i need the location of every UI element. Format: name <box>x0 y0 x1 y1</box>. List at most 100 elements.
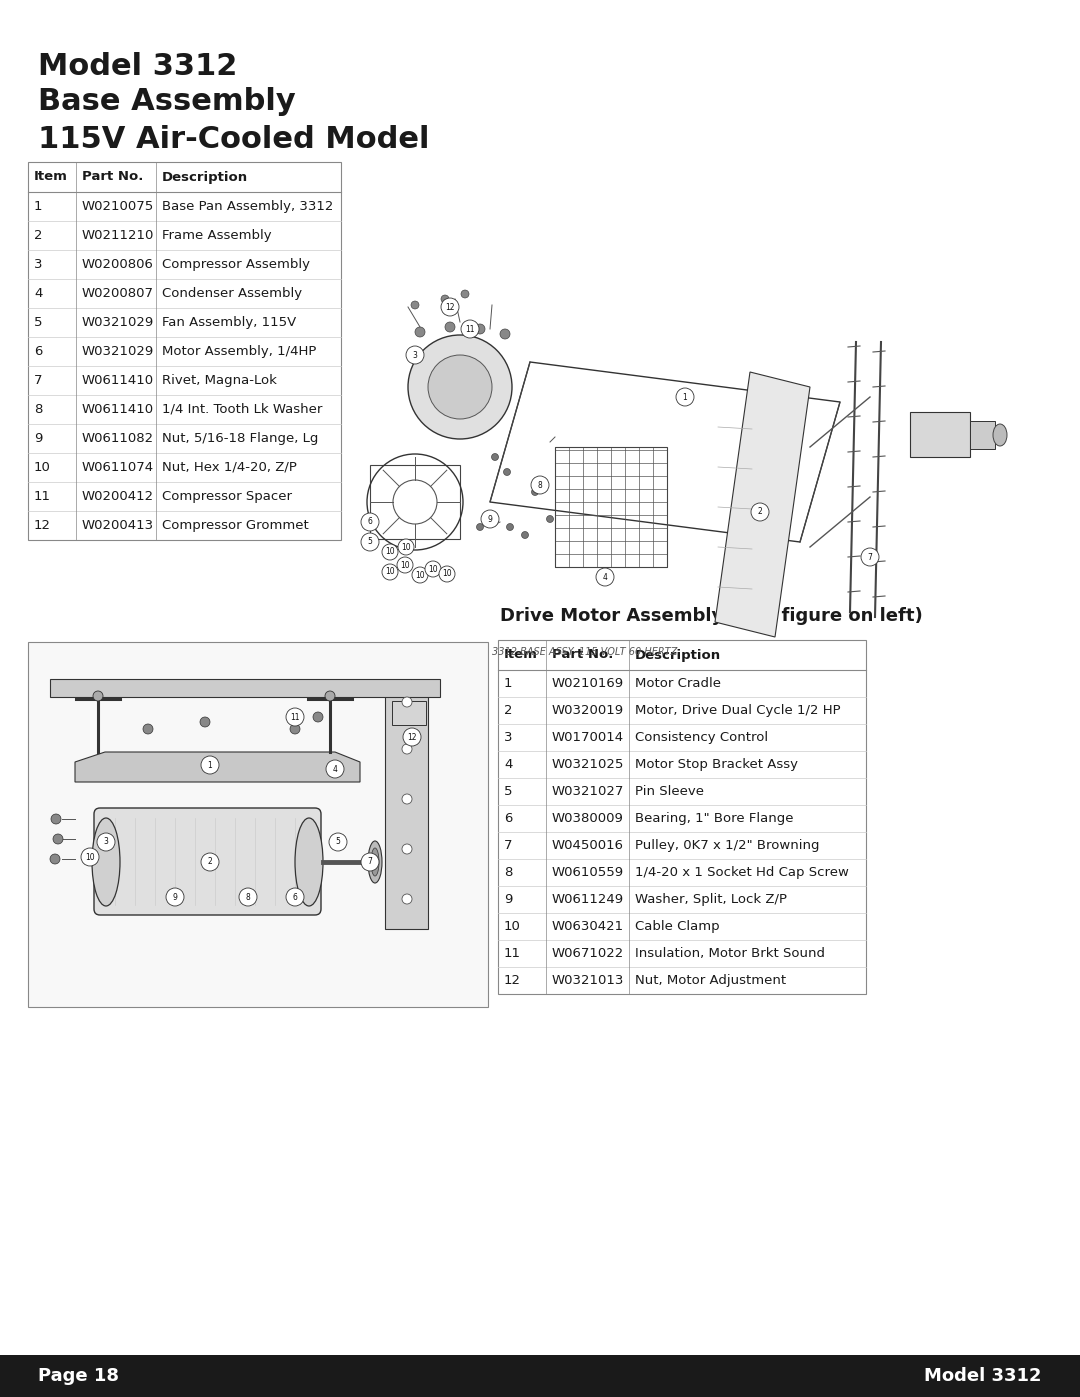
Text: 10: 10 <box>401 560 409 570</box>
Text: W0210075: W0210075 <box>82 200 154 212</box>
Circle shape <box>491 454 499 461</box>
Text: 3: 3 <box>104 837 108 847</box>
Bar <box>910 412 970 457</box>
Circle shape <box>503 468 511 475</box>
Text: 2: 2 <box>207 858 213 866</box>
Circle shape <box>476 524 484 531</box>
Ellipse shape <box>372 848 379 876</box>
Circle shape <box>751 503 769 521</box>
Text: W0170014: W0170014 <box>552 731 624 745</box>
Text: 1/4 Int. Tooth Lk Washer: 1/4 Int. Tooth Lk Washer <box>162 402 322 416</box>
Text: W0320019: W0320019 <box>552 704 624 717</box>
Circle shape <box>445 321 455 332</box>
Text: 1: 1 <box>683 393 687 401</box>
Circle shape <box>313 712 323 722</box>
Ellipse shape <box>368 841 382 883</box>
Text: Frame Assembly: Frame Assembly <box>162 229 272 242</box>
Text: 9: 9 <box>33 432 42 446</box>
Text: Compressor Assembly: Compressor Assembly <box>162 258 310 271</box>
Circle shape <box>438 566 455 583</box>
Text: 12: 12 <box>407 732 417 742</box>
Text: 1/4-20 x 1 Socket Hd Cap Screw: 1/4-20 x 1 Socket Hd Cap Screw <box>635 866 849 879</box>
Circle shape <box>382 564 399 580</box>
Circle shape <box>402 793 411 805</box>
Circle shape <box>461 320 480 338</box>
Circle shape <box>441 298 459 316</box>
Text: 4: 4 <box>333 764 337 774</box>
Text: 1: 1 <box>33 200 42 212</box>
Text: Motor Stop Bracket Assy: Motor Stop Bracket Assy <box>635 759 798 771</box>
Text: 3: 3 <box>504 731 513 745</box>
Text: 8: 8 <box>504 866 512 879</box>
Circle shape <box>97 833 114 851</box>
Text: 8: 8 <box>538 481 542 489</box>
Polygon shape <box>75 752 360 782</box>
Text: W0200807: W0200807 <box>82 286 154 300</box>
Text: 11: 11 <box>33 490 51 503</box>
Polygon shape <box>715 372 810 637</box>
Circle shape <box>361 854 379 870</box>
Text: W0630421: W0630421 <box>552 921 624 933</box>
Circle shape <box>426 562 441 577</box>
Circle shape <box>475 324 485 334</box>
Text: Item: Item <box>33 170 68 183</box>
Text: Part No.: Part No. <box>552 648 613 662</box>
Circle shape <box>500 330 510 339</box>
Text: 5: 5 <box>336 837 340 847</box>
Text: 5: 5 <box>33 316 42 330</box>
Text: W0611074: W0611074 <box>82 461 154 474</box>
Bar <box>50 679 440 697</box>
Text: Compressor Grommet: Compressor Grommet <box>162 520 309 532</box>
Circle shape <box>239 888 257 907</box>
Circle shape <box>402 894 411 904</box>
Circle shape <box>676 388 694 407</box>
Text: 3312 BASE ASSY. 115 VOLT 60 HERTZ: 3312 BASE ASSY. 115 VOLT 60 HERTZ <box>492 647 677 657</box>
Text: 11: 11 <box>291 712 300 721</box>
Circle shape <box>329 833 347 851</box>
Text: 10: 10 <box>504 921 521 933</box>
Circle shape <box>201 854 219 870</box>
Text: 4: 4 <box>33 286 42 300</box>
Text: Base Assembly: Base Assembly <box>38 87 296 116</box>
Text: 4: 4 <box>504 759 512 771</box>
Text: W0611249: W0611249 <box>552 893 624 907</box>
Text: 6: 6 <box>504 812 512 826</box>
Circle shape <box>403 728 421 746</box>
Text: W0611410: W0611410 <box>82 374 154 387</box>
Bar <box>555 447 667 567</box>
Text: W0321029: W0321029 <box>82 345 154 358</box>
Text: W0210169: W0210169 <box>552 678 624 690</box>
Bar <box>370 465 460 539</box>
Text: Pin Sleeve: Pin Sleeve <box>635 785 704 798</box>
Circle shape <box>326 760 345 778</box>
Text: 2: 2 <box>758 507 762 517</box>
Text: 8: 8 <box>245 893 251 901</box>
Text: Compressor Spacer: Compressor Spacer <box>162 490 292 503</box>
Text: Nut, Motor Adjustment: Nut, Motor Adjustment <box>635 974 786 988</box>
Circle shape <box>408 335 512 439</box>
Text: W0200413: W0200413 <box>82 520 154 532</box>
Circle shape <box>411 567 428 583</box>
Circle shape <box>53 834 63 844</box>
Circle shape <box>382 543 399 560</box>
Circle shape <box>441 295 449 303</box>
Text: 7: 7 <box>867 552 873 562</box>
Text: W0380009: W0380009 <box>552 812 624 826</box>
Text: W0321025: W0321025 <box>552 759 624 771</box>
Text: Page 18: Page 18 <box>38 1368 119 1384</box>
Circle shape <box>522 531 528 538</box>
Text: 9: 9 <box>504 893 512 907</box>
Circle shape <box>291 724 300 733</box>
Circle shape <box>286 708 303 726</box>
Text: 7: 7 <box>367 858 373 866</box>
Circle shape <box>361 534 379 550</box>
Text: Consistency Control: Consistency Control <box>635 731 768 745</box>
Text: Insulation, Motor Brkt Sound: Insulation, Motor Brkt Sound <box>635 947 825 960</box>
Text: 6: 6 <box>33 345 42 358</box>
Circle shape <box>50 854 60 863</box>
Circle shape <box>361 513 379 531</box>
Circle shape <box>286 888 303 907</box>
Circle shape <box>201 756 219 774</box>
Text: W0610559: W0610559 <box>552 866 624 879</box>
Ellipse shape <box>993 425 1007 446</box>
